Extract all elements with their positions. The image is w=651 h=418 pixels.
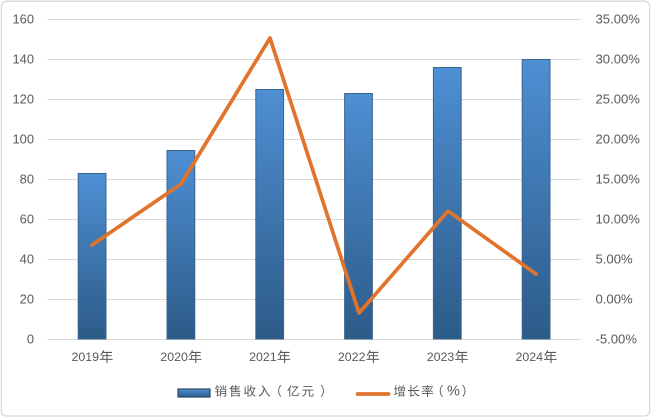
svg-text:35.00%: 35.00% [596, 11, 641, 26]
svg-text:2020: 2020 [160, 350, 188, 364]
svg-text:160: 160 [12, 11, 34, 26]
svg-text:80: 80 [20, 171, 34, 186]
svg-text:140: 140 [12, 51, 34, 66]
svg-text:25.00%: 25.00% [596, 91, 641, 106]
svg-text:5.00%: 5.00% [596, 251, 633, 266]
svg-text:2022: 2022 [338, 350, 366, 364]
svg-text:20: 20 [20, 291, 34, 306]
svg-text:2021: 2021 [249, 350, 277, 364]
svg-text:-5.00%: -5.00% [596, 331, 638, 346]
svg-text:100: 100 [12, 131, 34, 146]
svg-text:2023: 2023 [427, 350, 455, 364]
svg-text:%: % [447, 384, 460, 400]
svg-text:15.00%: 15.00% [596, 171, 641, 186]
svg-text:0: 0 [27, 331, 34, 346]
svg-text:30.00%: 30.00% [596, 51, 641, 66]
svg-text:60: 60 [20, 211, 34, 226]
svg-text:2019: 2019 [72, 350, 100, 364]
svg-text:10.00%: 10.00% [596, 211, 641, 226]
svg-text:120: 120 [12, 91, 34, 106]
svg-text:40: 40 [20, 251, 34, 266]
svg-text:2024: 2024 [516, 350, 544, 364]
svg-text:20.00%: 20.00% [596, 131, 641, 146]
svg-text:0.00%: 0.00% [596, 291, 633, 306]
